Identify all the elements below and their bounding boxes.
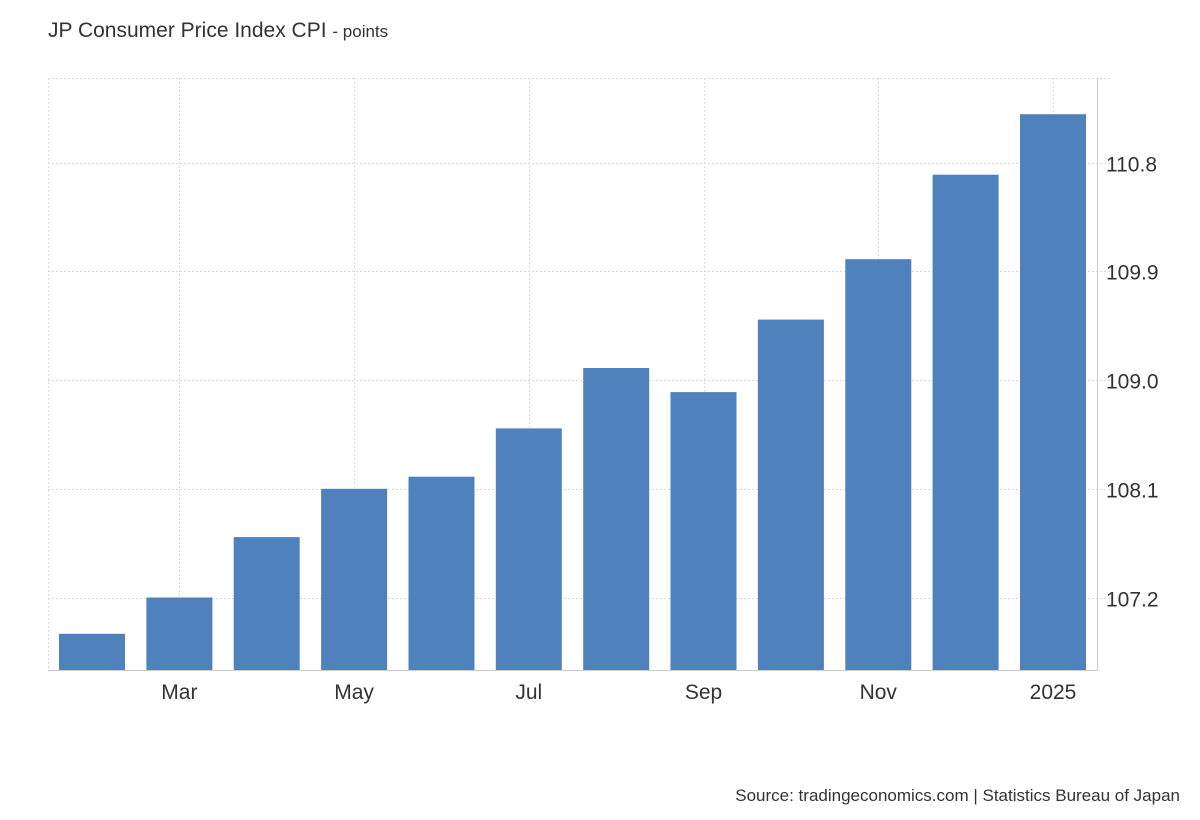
bar — [408, 476, 475, 670]
chart-title: JP Consumer Price Index CPI - points — [48, 19, 388, 43]
y-tick-label: 110.8 — [1106, 154, 1157, 177]
y-tick-label: 107.2 — [1106, 589, 1159, 612]
x-tick-label: Jul — [515, 681, 542, 704]
bar — [583, 368, 650, 670]
bar — [1020, 114, 1086, 670]
bar — [233, 537, 300, 670]
bar — [495, 428, 562, 670]
x-tick-label: Mar — [161, 681, 197, 704]
y-tick-label: 109.0 — [1106, 371, 1159, 394]
y-tick-label: 108.1 — [1106, 480, 1159, 503]
chart-title-text: JP Consumer Price Index CPI — [48, 19, 327, 42]
x-tick-label: Nov — [860, 681, 898, 704]
chart-subtitle: - points — [332, 22, 389, 41]
source-note: Source: tradingeconomics.com | Statistic… — [735, 786, 1180, 805]
bar — [670, 392, 737, 670]
bar — [59, 633, 125, 670]
bar — [757, 319, 824, 670]
y-tick-label: 109.9 — [1106, 262, 1159, 285]
x-tick-label: Sep — [685, 681, 722, 704]
bar — [321, 488, 388, 670]
bar — [146, 597, 213, 670]
x-tick-label: May — [334, 681, 374, 704]
x-tick-label: 2025 — [1030, 681, 1077, 704]
bar — [932, 174, 999, 670]
bar — [845, 259, 912, 670]
